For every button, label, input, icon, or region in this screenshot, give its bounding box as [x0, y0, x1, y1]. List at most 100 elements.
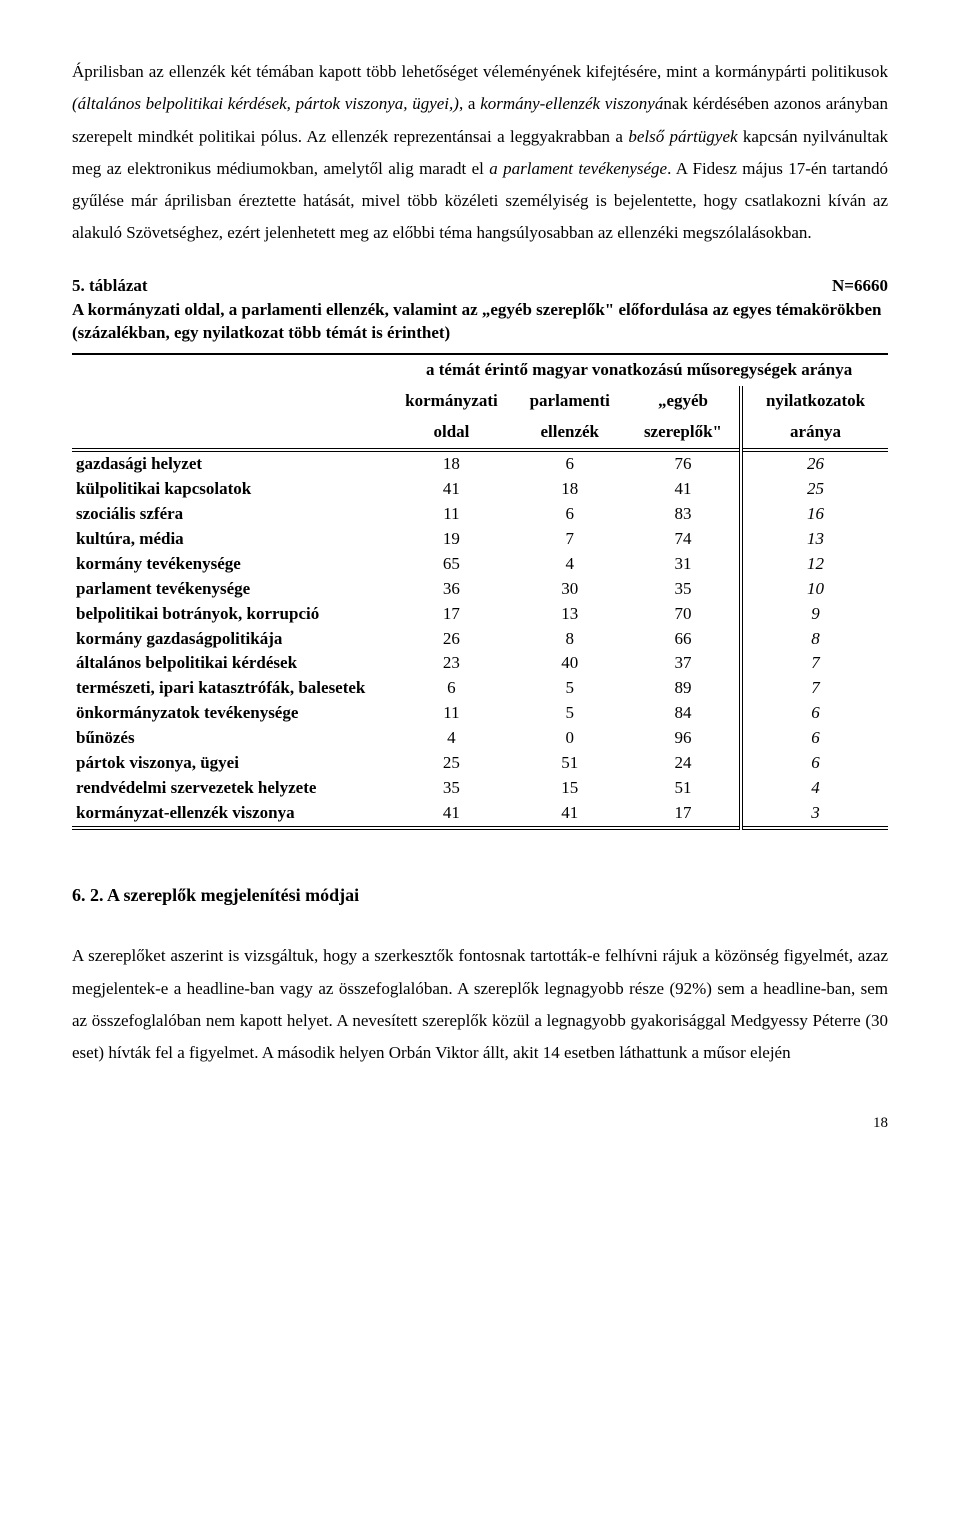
cell: 11 [390, 502, 512, 527]
row-label: általános belpolitikai kérdések [72, 651, 390, 676]
th-col4b: aránya [741, 417, 888, 450]
table-n: N=6660 [832, 274, 888, 298]
body-paragraph-2: A szereplőket aszerint is vizsgáltuk, ho… [72, 940, 888, 1069]
cell: 16 [741, 502, 888, 527]
cell: 41 [390, 477, 512, 502]
table-row: önkormányzatok tevékenysége115846 [72, 701, 888, 726]
cell: 74 [627, 527, 741, 552]
table-title: 5. táblázat N=6660 A kormányzati oldal, … [72, 274, 888, 345]
row-label: kormány tevékenysége [72, 552, 390, 577]
th-col2b: ellenzék [513, 417, 627, 450]
cell: 8 [513, 627, 627, 652]
cell: 37 [627, 651, 741, 676]
th-col3b: szereplők" [627, 417, 741, 450]
table-number: 5. táblázat [72, 274, 148, 298]
cell: 24 [627, 751, 741, 776]
cell: 13 [513, 602, 627, 627]
cell: 35 [390, 776, 512, 801]
cell: 13 [741, 527, 888, 552]
cell: 26 [390, 627, 512, 652]
cell: 10 [741, 577, 888, 602]
p1-part-b: (általános belpolitikai kérdések, pártok… [72, 94, 459, 113]
cell: 6 [513, 502, 627, 527]
cell: 4 [741, 776, 888, 801]
cell: 35 [627, 577, 741, 602]
row-label: természeti, ipari katasztrófák, balesete… [72, 676, 390, 701]
p1-part-f: belső pártügyek [628, 127, 737, 146]
data-table: a témát érintő magyar vonatkozású műsore… [72, 353, 888, 830]
cell: 4 [513, 552, 627, 577]
table-row: természeti, ipari katasztrófák, balesete… [72, 676, 888, 701]
table-row: általános belpolitikai kérdések2340377 [72, 651, 888, 676]
row-label: parlament tevékenysége [72, 577, 390, 602]
cell: 6 [513, 450, 627, 477]
table-row: kormányzat-ellenzék viszonya4141173 [72, 801, 888, 828]
table-row: kormány tevékenysége6543112 [72, 552, 888, 577]
cell: 4 [390, 726, 512, 751]
p1-part-d: kormány-ellenzék viszonyá [480, 94, 663, 113]
body-paragraph-1: Áprilisban az ellenzék két témában kapot… [72, 56, 888, 250]
cell: 9 [741, 602, 888, 627]
row-label: belpolitikai botrányok, korrupció [72, 602, 390, 627]
row-label: szociális szféra [72, 502, 390, 527]
cell: 6 [741, 726, 888, 751]
cell: 15 [513, 776, 627, 801]
cell: 18 [390, 450, 512, 477]
table-row: kultúra, média1977413 [72, 527, 888, 552]
row-label: pártok viszonya, ügyei [72, 751, 390, 776]
p1-part-h: a parlament tevékenysége [489, 159, 667, 178]
th-blank [72, 354, 390, 386]
cell: 40 [513, 651, 627, 676]
row-label: rendvédelmi szervezetek helyzete [72, 776, 390, 801]
cell: 3 [741, 801, 888, 828]
cell: 76 [627, 450, 741, 477]
cell: 51 [513, 751, 627, 776]
row-label: önkormányzatok tevékenysége [72, 701, 390, 726]
cell: 19 [390, 527, 512, 552]
th-col3a: „egyéb [627, 386, 741, 417]
row-label: kultúra, média [72, 527, 390, 552]
cell: 66 [627, 627, 741, 652]
cell: 51 [627, 776, 741, 801]
table-row: pártok viszonya, ügyei2551246 [72, 751, 888, 776]
cell: 41 [513, 801, 627, 828]
cell: 31 [627, 552, 741, 577]
cell: 5 [513, 701, 627, 726]
table-row: kormány gazdaságpolitikája268668 [72, 627, 888, 652]
cell: 18 [513, 477, 627, 502]
th-col1a: kormányzati [390, 386, 512, 417]
cell: 6 [741, 701, 888, 726]
table-row: belpolitikai botrányok, korrupció1713709 [72, 602, 888, 627]
table-caption: A kormányzati oldal, a parlamenti ellenz… [72, 298, 888, 346]
p1-part-c: , a [459, 94, 480, 113]
cell: 17 [627, 801, 741, 828]
section-heading: 6. 2. A szereplők megjelenítési módjai [72, 878, 888, 912]
cell: 6 [741, 751, 888, 776]
table-row: külpolitikai kapcsolatok41184125 [72, 477, 888, 502]
th-spanner: a témát érintő magyar vonatkozású műsore… [390, 354, 888, 386]
cell: 12 [741, 552, 888, 577]
cell: 41 [390, 801, 512, 828]
p1-part-a: Áprilisban az ellenzék két témában kapot… [72, 62, 888, 81]
cell: 5 [513, 676, 627, 701]
cell: 26 [741, 450, 888, 477]
cell: 41 [627, 477, 741, 502]
cell: 0 [513, 726, 627, 751]
cell: 83 [627, 502, 741, 527]
cell: 17 [390, 602, 512, 627]
cell: 84 [627, 701, 741, 726]
row-label: kormányzat-ellenzék viszonya [72, 801, 390, 828]
cell: 30 [513, 577, 627, 602]
table-row: rendvédelmi szervezetek helyzete3515514 [72, 776, 888, 801]
cell: 96 [627, 726, 741, 751]
cell: 23 [390, 651, 512, 676]
cell: 25 [741, 477, 888, 502]
table-row: bűnözés40966 [72, 726, 888, 751]
th-col2a: parlamenti [513, 386, 627, 417]
row-label: külpolitikai kapcsolatok [72, 477, 390, 502]
table-row: szociális szféra1168316 [72, 502, 888, 527]
th-col4a: nyilatkozatok [741, 386, 888, 417]
cell: 25 [390, 751, 512, 776]
table-body: gazdasági helyzet1867626külpolitikai kap… [72, 450, 888, 828]
page-number: 18 [72, 1109, 888, 1138]
